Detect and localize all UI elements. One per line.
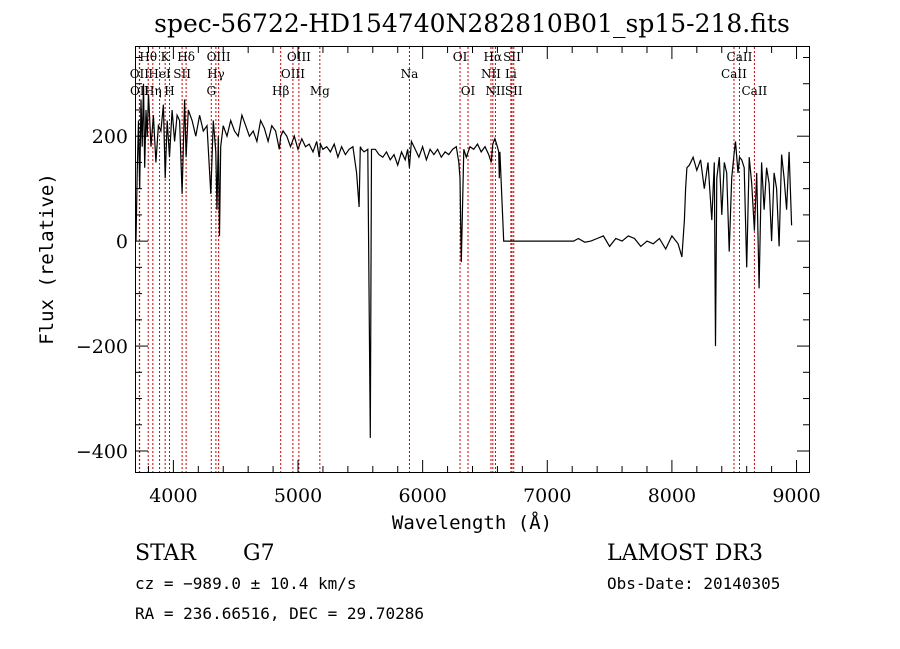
spectral-line-label: OI (461, 84, 476, 98)
y-axis-label: Flux (relative) (36, 173, 58, 345)
spectral-line-label: OIII (207, 50, 231, 64)
spectral-line-label: NII (481, 67, 501, 81)
spectral-line-label: CaII (727, 50, 753, 64)
spectral-line-label: OII (130, 67, 150, 81)
survey-name: LAMOST DR3 (607, 541, 763, 566)
spectral-line-label: SII (173, 67, 191, 81)
x-tick-label: 5000 (274, 485, 322, 507)
spectral-line-label: Mg (310, 84, 330, 98)
x-tick-label: 7000 (523, 485, 571, 507)
spectral-line-label: HeI (148, 67, 171, 81)
spectral-line-label: H (164, 84, 174, 98)
spectral-line-label: OIII (287, 50, 311, 64)
redshift-cz: cz = −989.0 ± 10.4 km/s (135, 574, 357, 593)
spectral-line-label: CaII (721, 67, 747, 81)
x-tick-label: 9000 (772, 485, 820, 507)
spectral-line-label: SII (503, 50, 521, 64)
spectral-line-markers (138, 47, 755, 472)
x-tick-label: 8000 (648, 485, 696, 507)
y-axis-ticks: −400 −200 0 200 (76, 56, 809, 463)
spectral-line-label: K (161, 50, 171, 64)
x-axis-ticks: 4000 5000 6000 7000 8000 9000 (147, 47, 821, 507)
chart-title: spec-56722-HD154740N282810B01_sp15-218.f… (154, 9, 790, 38)
plot-frame (135, 46, 810, 473)
spectral-line-label: Hγ (207, 67, 225, 81)
spectral-line-label: OIII (281, 67, 305, 81)
spectral-line-label: Hβ (272, 84, 289, 98)
spectral-line-label: Na (401, 67, 419, 81)
spectral-line-label: Hδ (177, 50, 195, 64)
y-tick-label: −400 (76, 441, 128, 463)
observation-date: Obs-Date: 20140305 (607, 574, 780, 593)
spectral-line-label: G (206, 84, 216, 98)
spectral-line-label: Hα (484, 50, 503, 64)
x-tick-label: 6000 (398, 485, 446, 507)
x-tick-label: 4000 (149, 485, 197, 507)
coordinates: RA = 236.66516, DEC = 29.70286 (135, 604, 424, 623)
spectral-line-label: SII (505, 84, 523, 98)
spectral-subclass: G7 (243, 541, 275, 566)
object-class: STAR (135, 541, 197, 566)
y-tick-label: 200 (92, 126, 128, 148)
spectral-line-labels: OII OII Hθ Hη HeI K H SII Hδ G Hγ OIII Hβ OIII OIII Mg N… (130, 50, 768, 98)
y-tick-label: −200 (76, 336, 128, 358)
spectral-line-label: Hθ (139, 50, 157, 64)
spectrum-line (135, 83, 793, 438)
spectral-line-label: OI (453, 50, 468, 64)
spectral-line-label: Li (505, 67, 517, 81)
spectral-line-label: OII (130, 84, 150, 98)
spectral-line-label: CaII (741, 84, 767, 98)
x-axis-label: Wavelength (Å) (392, 511, 552, 534)
spectral-line-label: Hη (144, 84, 162, 98)
y-tick-label: 0 (116, 231, 128, 253)
spectral-line-label: NII (485, 84, 505, 98)
